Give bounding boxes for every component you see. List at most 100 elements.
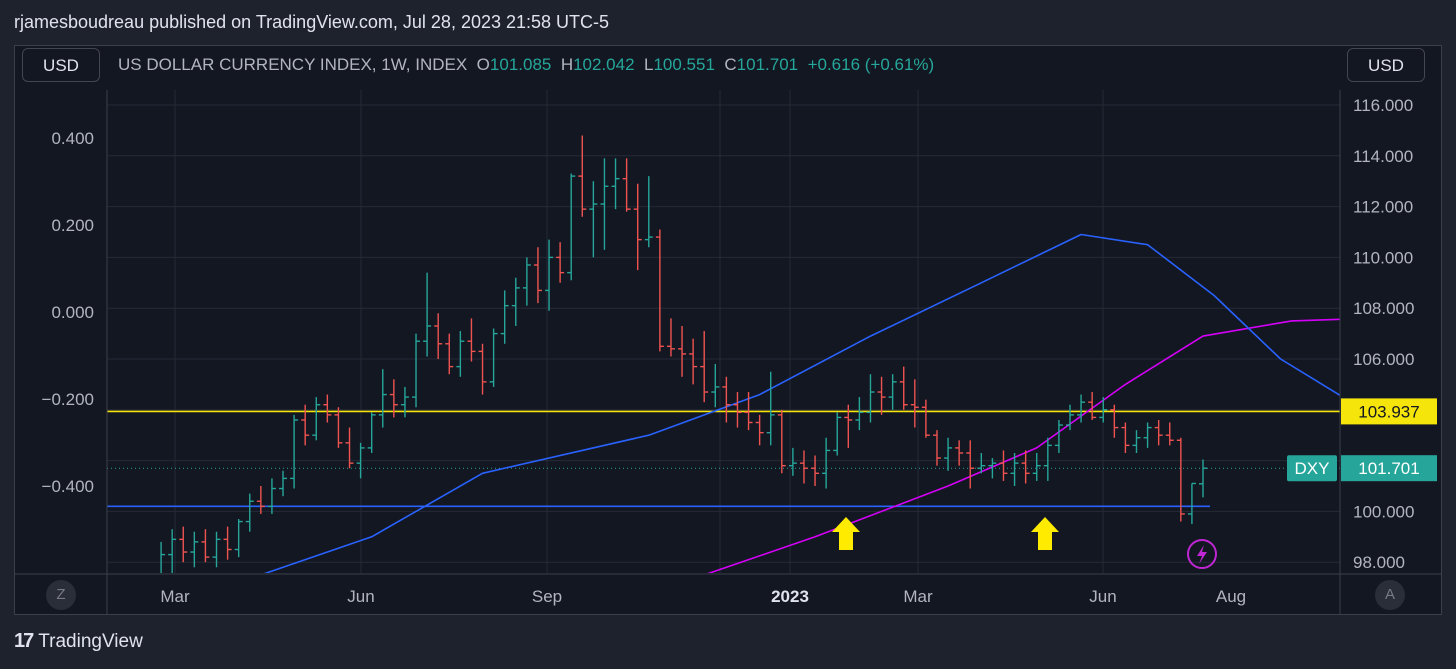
grid — [107, 90, 1340, 573]
ohlc-bar — [578, 135, 587, 217]
left-tick-label: −0.200 — [42, 390, 94, 409]
ohlc-bar — [279, 470, 288, 497]
ohlc-bar — [267, 478, 276, 514]
ohlc-bar — [489, 328, 498, 387]
ohlc-bar — [1065, 404, 1074, 431]
ohlc-bar — [1199, 459, 1207, 498]
right-tick-label: 114.000 — [1353, 147, 1413, 166]
ohlc-bar — [777, 409, 786, 474]
ohlc-bar — [478, 343, 487, 395]
ohlc-bar — [1154, 419, 1163, 446]
ohlc-bar — [245, 493, 254, 532]
ohlc-bar — [522, 257, 531, 306]
ohlc-bar — [567, 173, 576, 281]
left-scale-button[interactable]: Z — [46, 580, 76, 610]
ohlc-bar — [234, 519, 243, 558]
ohlc-bar — [944, 437, 953, 471]
ohlc-bar — [201, 529, 210, 563]
ohlc-bar — [633, 183, 642, 271]
ohlc-bar — [666, 318, 675, 357]
ohlc-bar — [811, 455, 820, 486]
ohlc-bar — [855, 397, 864, 431]
ohlc-bar — [799, 450, 808, 484]
up-arrow-icon — [1031, 517, 1059, 550]
auto-scale-button[interactable]: A — [1375, 580, 1405, 610]
ohlc-bar — [844, 404, 853, 448]
ohlc-bar — [932, 430, 941, 466]
ohlc-bar — [921, 399, 930, 438]
ohlc-bar — [1054, 419, 1063, 453]
left-currency-button[interactable]: USD — [22, 48, 100, 82]
moving-averages — [263, 233, 1340, 573]
ohlc-bar — [312, 397, 321, 441]
ohlc-bars — [146, 135, 1207, 613]
ohlc-high: 102.042 — [573, 55, 635, 74]
ohlc-bar — [1088, 392, 1097, 420]
ohlc-bar — [467, 318, 476, 362]
left-tick-label: 0.400 — [51, 129, 94, 148]
right-currency-button[interactable]: USD — [1347, 48, 1425, 82]
ohlc-bar — [977, 452, 986, 474]
ohlc-bar — [711, 364, 720, 408]
ohlc-bar — [511, 277, 520, 326]
ohlc-bar — [1077, 394, 1086, 423]
tradingview-logo-icon: 17 — [14, 630, 34, 652]
ohlc-bar — [966, 440, 975, 489]
ohlc-bar — [877, 376, 886, 415]
ohlc-bar — [423, 272, 432, 357]
ohlc-bar — [899, 366, 908, 410]
ohlc-bar — [146, 575, 154, 613]
ohlc-bar — [412, 333, 421, 408]
ohlc-bar — [1021, 450, 1030, 484]
ohlc-bar — [345, 427, 354, 469]
ohlc-bar — [1176, 437, 1185, 522]
ohlc-low-label: L — [644, 55, 654, 74]
ohlc-bar — [744, 392, 753, 431]
up-arrow-icon — [832, 517, 860, 550]
ohlc-low: 100.551 — [653, 55, 715, 74]
ohlc-bar — [1010, 452, 1019, 486]
ohlc-bar — [955, 440, 964, 466]
right-tick-label: 110.000 — [1353, 248, 1413, 267]
ohlc-bar — [999, 450, 1008, 481]
ohlc-bar — [700, 331, 709, 403]
ohlc-bar — [678, 325, 687, 377]
ohlc-bar — [866, 374, 875, 423]
ohlc-bar — [378, 369, 387, 428]
ohlc-bar — [910, 379, 919, 428]
tradingview-logo: 17 TradingView — [14, 630, 143, 653]
ohlc-bar — [589, 181, 598, 258]
left-tick-label: 0.000 — [51, 303, 94, 322]
right-tick-label: 108.000 — [1353, 299, 1414, 318]
horizontal-lines[interactable] — [107, 410, 1340, 508]
ohlc-bar — [755, 414, 764, 446]
chart-panel[interactable] — [14, 45, 1442, 615]
symbol-label: DXY — [1295, 459, 1330, 478]
ohlc-bar — [356, 442, 365, 479]
brand-name: TradingView — [38, 630, 143, 652]
ohlc-bar — [456, 331, 465, 377]
last-price-label: 101.701 — [1358, 459, 1419, 478]
annotations — [832, 517, 1217, 569]
left-tick-label: −0.400 — [42, 477, 94, 496]
ohlc-bar — [1043, 437, 1052, 481]
ohlc-bar — [400, 386, 409, 418]
ohlc-bar — [733, 392, 742, 428]
x-tick-label: Jun — [347, 587, 374, 606]
ohlc-close-label: C — [724, 55, 737, 74]
right-tick-label: 106.000 — [1353, 350, 1414, 369]
axes: 116.000 114.000 112.000 110.000 108.000 106.0… — [14, 90, 1442, 615]
lightning-bolt — [1197, 545, 1207, 564]
ohlc-bar — [434, 313, 443, 359]
left-tick-label: 0.200 — [51, 216, 94, 235]
ohlc-bar — [988, 458, 997, 479]
ohlc-bar — [389, 379, 398, 418]
ohlc-bar — [500, 290, 509, 344]
ohlc-bar — [212, 531, 221, 568]
ohlc-bar — [533, 247, 542, 304]
ohlc-high-label: H — [560, 55, 574, 74]
ohlc-bar — [301, 404, 310, 446]
ohlc-bar — [600, 158, 609, 250]
ohlc-bar — [445, 333, 454, 375]
